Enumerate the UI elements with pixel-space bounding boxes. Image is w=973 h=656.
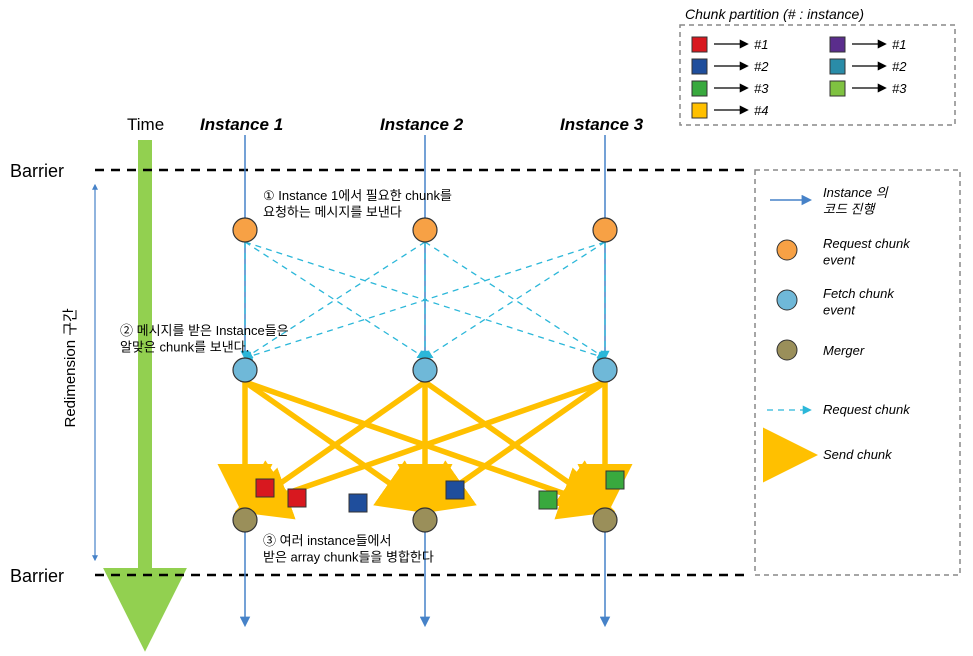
leg-fetch-label: Fetch chunkevent (823, 286, 895, 317)
partition-sq-2 (692, 81, 707, 96)
request-node-2 (413, 218, 437, 242)
merger-node-2 (413, 508, 437, 532)
partition-sq-3 (692, 103, 707, 118)
partition-sq-4 (830, 37, 845, 52)
step2-text: ② 메시지를 받은 Instance들은알맞은 chunk를 보낸다. (120, 323, 289, 354)
chunk-square-1 (288, 489, 306, 507)
leg-request-label: Request chunkevent (823, 236, 911, 267)
leg-merger-icon (777, 340, 797, 360)
request-node-1 (233, 218, 257, 242)
chunk-square-2 (349, 494, 367, 512)
chunk-square-0 (256, 479, 274, 497)
fetch-node-2 (413, 358, 437, 382)
leg-reqchunk-label: Request chunk (823, 402, 911, 417)
partition-label-3: #4 (754, 103, 768, 118)
redimension-label: Redimension 구간 (62, 308, 79, 428)
leg-merger-label: Merger (823, 343, 865, 358)
barrier-label-2: Barrier (10, 566, 64, 586)
partition-label-6: #3 (892, 81, 907, 96)
merger-node-1 (233, 508, 257, 532)
partition-sq-5 (830, 59, 845, 74)
partition-label-2: #3 (754, 81, 769, 96)
request-edge (245, 242, 425, 358)
legend-title: Chunk partition (# : instance) (685, 6, 864, 22)
fetch-node-3 (593, 358, 617, 382)
fetch-node-1 (233, 358, 257, 382)
instance-label-3: Instance 3 (560, 115, 644, 134)
partition-label-4: #1 (892, 37, 906, 52)
partition-sq-0 (692, 37, 707, 52)
instance-label-2: Instance 2 (380, 115, 464, 134)
request-node-3 (593, 218, 617, 242)
leg-fetch-icon (777, 290, 797, 310)
merger-node-3 (593, 508, 617, 532)
chunk-square-3 (446, 481, 464, 499)
legend-right-box (755, 170, 960, 575)
leg-request-icon (777, 240, 797, 260)
partition-sq-6 (830, 81, 845, 96)
instance-label-1: Instance 1 (200, 115, 283, 134)
partition-label-1: #2 (754, 59, 769, 74)
partition-sq-1 (692, 59, 707, 74)
leg-instance-label: Instance 의코드 진행 (823, 185, 889, 216)
request-edge (245, 242, 425, 358)
step3-text: ③ 여러 instance들에서받은 array chunk들을 병합한다 (263, 533, 434, 564)
partition-label-0: #1 (754, 37, 768, 52)
chunk-square-4 (539, 491, 557, 509)
time-label: Time (127, 115, 164, 134)
step1-text: ① Instance 1에서 필요한 chunk를요청하는 메시지를 보낸다 (263, 188, 452, 219)
chunk-square-5 (606, 471, 624, 489)
partition-label-5: #2 (892, 59, 907, 74)
leg-send-label: Send chunk (823, 447, 893, 462)
barrier-label-1: Barrier (10, 161, 64, 181)
request-edge (425, 242, 605, 358)
request-edge (425, 242, 605, 358)
